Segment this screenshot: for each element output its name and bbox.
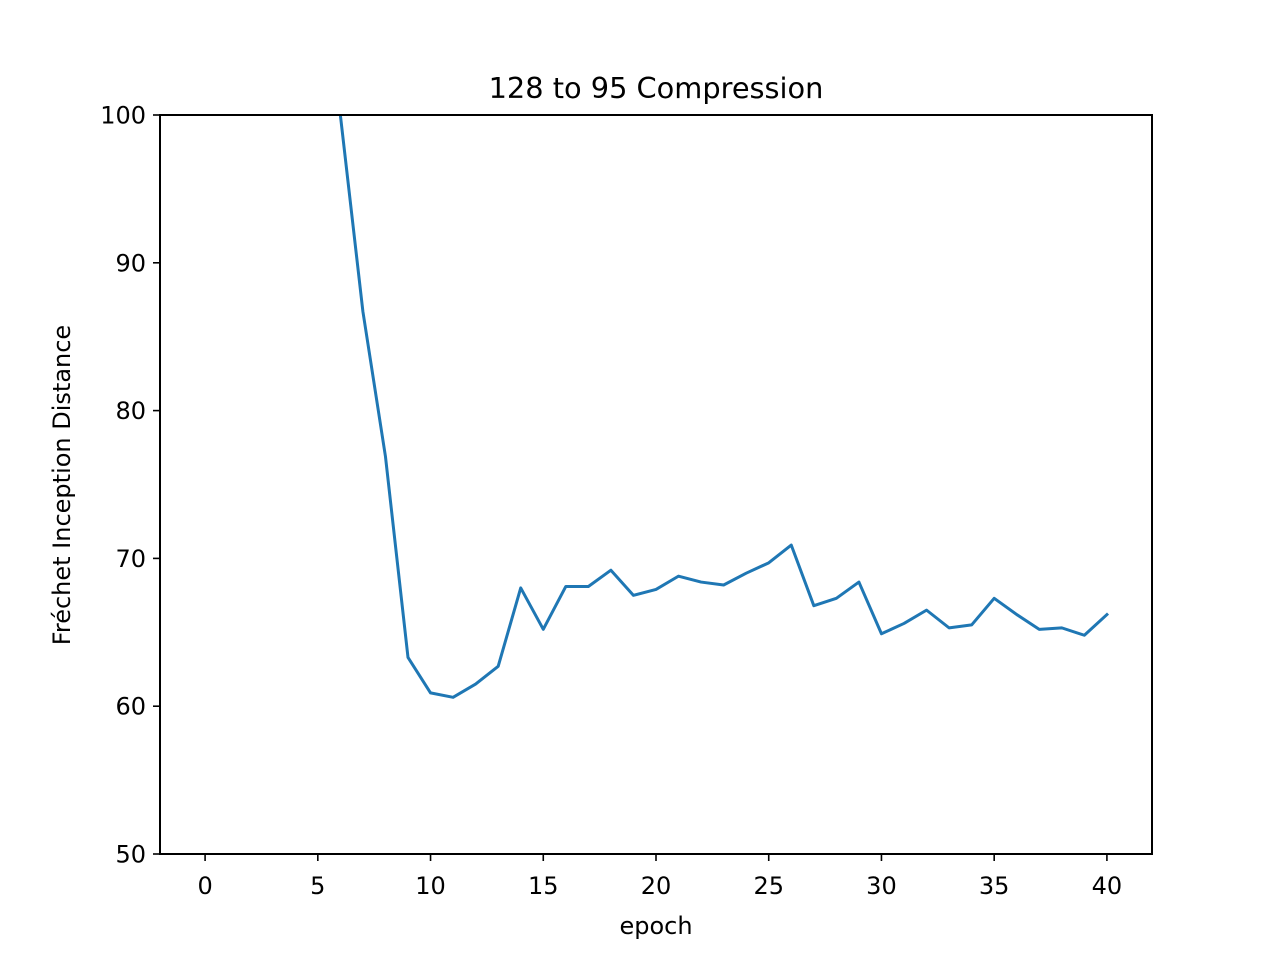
y-tick-label: 90	[115, 249, 146, 277]
x-tick-label: 10	[415, 872, 446, 900]
y-tick-label: 100	[100, 102, 146, 130]
axes-frame	[159, 114, 1153, 855]
y-tick-label: 50	[115, 841, 146, 869]
y-axis-ticks: 50 60 70 80 90 100	[100, 102, 160, 869]
x-tick-label: 0	[197, 872, 212, 900]
x-tick-label: 30	[866, 872, 897, 900]
x-axis-ticks: 0 5 10 15 20 25 30 35 40	[197, 854, 1122, 900]
series-line	[338, 115, 1110, 699]
chart-title: 128 to 95 Compression	[489, 71, 824, 105]
x-axis-label: epoch	[619, 912, 692, 940]
y-tick-label: 80	[115, 397, 146, 425]
x-tick-label: 40	[1092, 872, 1123, 900]
x-tick-label: 35	[979, 872, 1010, 900]
plot-area	[338, 115, 1110, 699]
x-tick-label: 5	[310, 872, 325, 900]
y-tick-label: 70	[115, 545, 146, 573]
y-tick-label: 60	[115, 693, 146, 721]
x-tick-label: 25	[753, 872, 784, 900]
x-tick-label: 15	[528, 872, 559, 900]
x-tick-label: 20	[641, 872, 672, 900]
y-axis-label: Fréchet Inception Distance	[48, 325, 76, 645]
